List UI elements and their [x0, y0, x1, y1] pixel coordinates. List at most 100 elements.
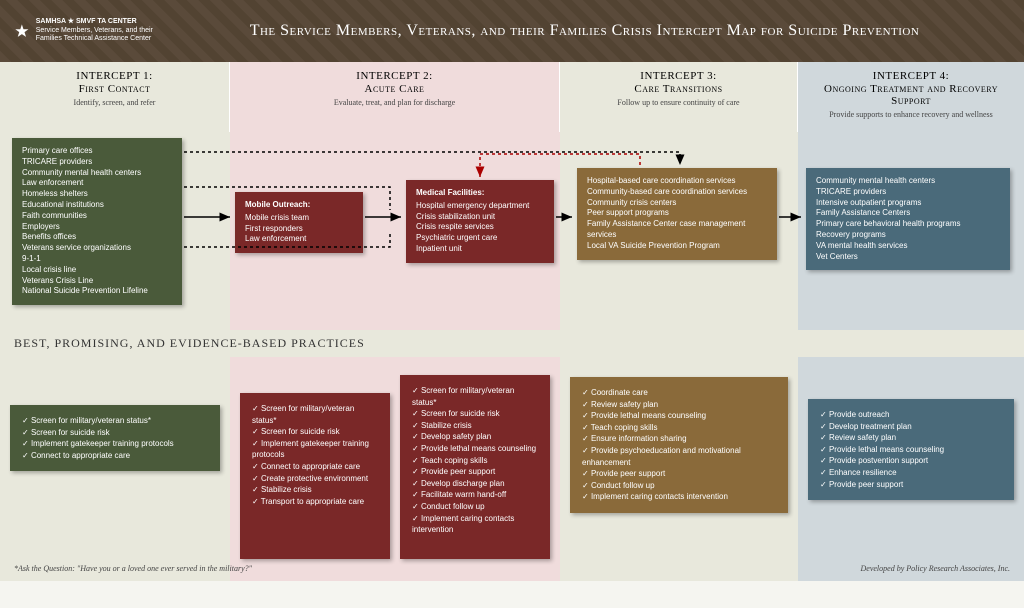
- list-item: Conduct follow up: [412, 501, 538, 513]
- list-item: Teach coping skills: [582, 422, 776, 434]
- list-item: Ensure information sharing: [582, 433, 776, 445]
- list-item: Connect to appropriate care: [22, 450, 208, 462]
- list-item: Educational institutions: [22, 200, 172, 211]
- list-item: Mobile crisis team: [245, 213, 353, 224]
- practices-box-3: Screen for military/veteran status*Scree…: [400, 375, 550, 559]
- practices-section-title: BEST, PROMISING, AND EVIDENCE-BASED PRAC…: [0, 330, 1024, 357]
- practices-col-4: Provide outreachDevelop treatment planRe…: [798, 357, 1024, 581]
- list-item: Vet Centers: [816, 252, 1000, 263]
- care-transitions-box: Hospital-based care coordination service…: [577, 168, 777, 260]
- intercept-3-header: INTERCEPT 3: Care Transitions Follow up …: [560, 62, 798, 132]
- list-item: Provide peer support: [820, 479, 1002, 491]
- practices-box-5: Provide outreachDevelop treatment planRe…: [808, 399, 1014, 500]
- list-item: Coordinate care: [582, 387, 776, 399]
- list-item: Crisis respite services: [416, 222, 544, 233]
- list-item: Veterans service organizations: [22, 243, 172, 254]
- first-contact-list: Primary care officesTRICARE providersCom…: [22, 146, 172, 297]
- list-item: Screen for suicide risk: [252, 426, 378, 438]
- list-item: National Suicide Prevention Lifeline: [22, 286, 172, 297]
- list-item: 9-1-1: [22, 254, 172, 265]
- list-item: Enhance resilience: [820, 467, 1002, 479]
- list-item: Stabilize crisis: [252, 484, 378, 496]
- list-item: Provide lethal means counseling: [412, 443, 538, 455]
- ongoing-treatment-box: Community mental health centersTRICARE p…: [806, 168, 1010, 270]
- list-item: Family Assistance Center case management…: [587, 219, 767, 241]
- intercept-4-header: INTERCEPT 4: Ongoing Treatment and Recov…: [798, 62, 1024, 132]
- list-item: Community mental health centers: [816, 176, 1000, 187]
- star-icon: [14, 16, 30, 46]
- list-item: Screen for suicide risk: [22, 427, 208, 439]
- header-bar: SAMHSA ★ SMVF TA CENTER Service Members,…: [0, 0, 1024, 62]
- list-item: Peer support programs: [587, 208, 767, 219]
- list-item: Recovery programs: [816, 230, 1000, 241]
- list-item: Inpatient unit: [416, 244, 544, 255]
- list-item: Connect to appropriate care: [252, 461, 378, 473]
- list-item: Conduct follow up: [582, 480, 776, 492]
- list-item: Develop safety plan: [412, 431, 538, 443]
- list-item: Community crisis centers: [587, 198, 767, 209]
- list-item: Benefits offices: [22, 232, 172, 243]
- list-item: Implement caring contacts intervention: [582, 491, 776, 503]
- list-item: Implement gatekeeper training protocols: [22, 438, 208, 450]
- list-item: Provide peer support: [412, 466, 538, 478]
- list-item: Provide postvention support: [820, 455, 1002, 467]
- list-item: First responders: [245, 224, 353, 235]
- logo-block: SAMHSA ★ SMVF TA CENTER Service Members,…: [14, 16, 159, 46]
- intercepts-header-row: INTERCEPT 1: First Contact Identify, scr…: [0, 62, 1024, 132]
- list-item: Crisis stabilization unit: [416, 212, 544, 223]
- list-item: Veterans Crisis Line: [22, 276, 172, 287]
- practices-row: Screen for military/veteran status*Scree…: [0, 357, 1024, 581]
- list-item: Stabilize crisis: [412, 420, 538, 432]
- practices-col-2: Screen for military/veteran status*Scree…: [230, 357, 560, 581]
- list-item: Community-based care coordination servic…: [587, 187, 767, 198]
- list-item: Employers: [22, 222, 172, 233]
- practices-box-1: Screen for military/veteran status*Scree…: [10, 405, 220, 471]
- list-item: Facilitate warm hand-off: [412, 489, 538, 501]
- footer: *Ask the Question: "Have you or a loved …: [0, 560, 1024, 577]
- list-item: Screen for military/veteran status*: [252, 403, 378, 426]
- list-item: Provide peer support: [582, 468, 776, 480]
- logo-text: SAMHSA ★ SMVF TA CENTER Service Members,…: [36, 18, 159, 43]
- list-item: Develop treatment plan: [820, 421, 1002, 433]
- list-item: Law enforcement: [245, 234, 353, 245]
- practices-box-4: Coordinate careReview safety planProvide…: [570, 377, 788, 513]
- list-item: Local VA Suicide Prevention Program: [587, 241, 767, 252]
- list-item: Implement gatekeeper training protocols: [252, 438, 378, 461]
- list-item: Create protective environment: [252, 473, 378, 485]
- list-item: Homeless shelters: [22, 189, 172, 200]
- page-title: The Service Members, Veterans, and their…: [159, 22, 1010, 40]
- list-item: Community mental health centers: [22, 168, 172, 179]
- list-item: Provide lethal means counseling: [582, 410, 776, 422]
- list-item: Screen for military/veteran status*: [412, 385, 538, 408]
- list-item: Family Assistance Centers: [816, 208, 1000, 219]
- list-item: Law enforcement: [22, 178, 172, 189]
- list-item: Screen for military/veteran status*: [22, 415, 208, 427]
- list-item: Develop discharge plan: [412, 478, 538, 490]
- list-item: Hospital-based care coordination service…: [587, 176, 767, 187]
- list-item: Provide psychoeducation and motivational…: [582, 445, 776, 468]
- list-item: Screen for suicide risk: [412, 408, 538, 420]
- medical-facilities-box: Medical Facilities: Hospital emergency d…: [406, 180, 554, 263]
- list-item: Implement caring contacts intervention: [412, 513, 538, 536]
- list-item: Review safety plan: [582, 399, 776, 411]
- list-item: Review safety plan: [820, 432, 1002, 444]
- intercept-2-header: INTERCEPT 2: Acute Care Evaluate, treat,…: [230, 62, 560, 132]
- list-item: Intensive outpatient programs: [816, 198, 1000, 209]
- list-item: Provide outreach: [820, 409, 1002, 421]
- footnote-right: Developed by Policy Research Associates,…: [861, 564, 1011, 573]
- list-item: Faith communities: [22, 211, 172, 222]
- footnote-left: *Ask the Question: "Have you or a loved …: [14, 564, 252, 573]
- list-item: Psychiatric urgent care: [416, 233, 544, 244]
- list-item: Primary care behavioral health programs: [816, 219, 1000, 230]
- list-item: TRICARE providers: [22, 157, 172, 168]
- list-item: VA mental health services: [816, 241, 1000, 252]
- list-item: Local crisis line: [22, 265, 172, 276]
- list-item: Hospital emergency department: [416, 201, 544, 212]
- list-item: Transport to appropriate care: [252, 496, 378, 508]
- intercept-1-header: INTERCEPT 1: First Contact Identify, scr…: [0, 62, 230, 132]
- list-item: Primary care offices: [22, 146, 172, 157]
- diagram-row: Primary care officesTRICARE providersCom…: [0, 132, 1024, 330]
- list-item: Teach coping skills: [412, 455, 538, 467]
- practices-col-1: Screen for military/veteran status*Scree…: [0, 357, 230, 581]
- list-item: Provide lethal means counseling: [820, 444, 1002, 456]
